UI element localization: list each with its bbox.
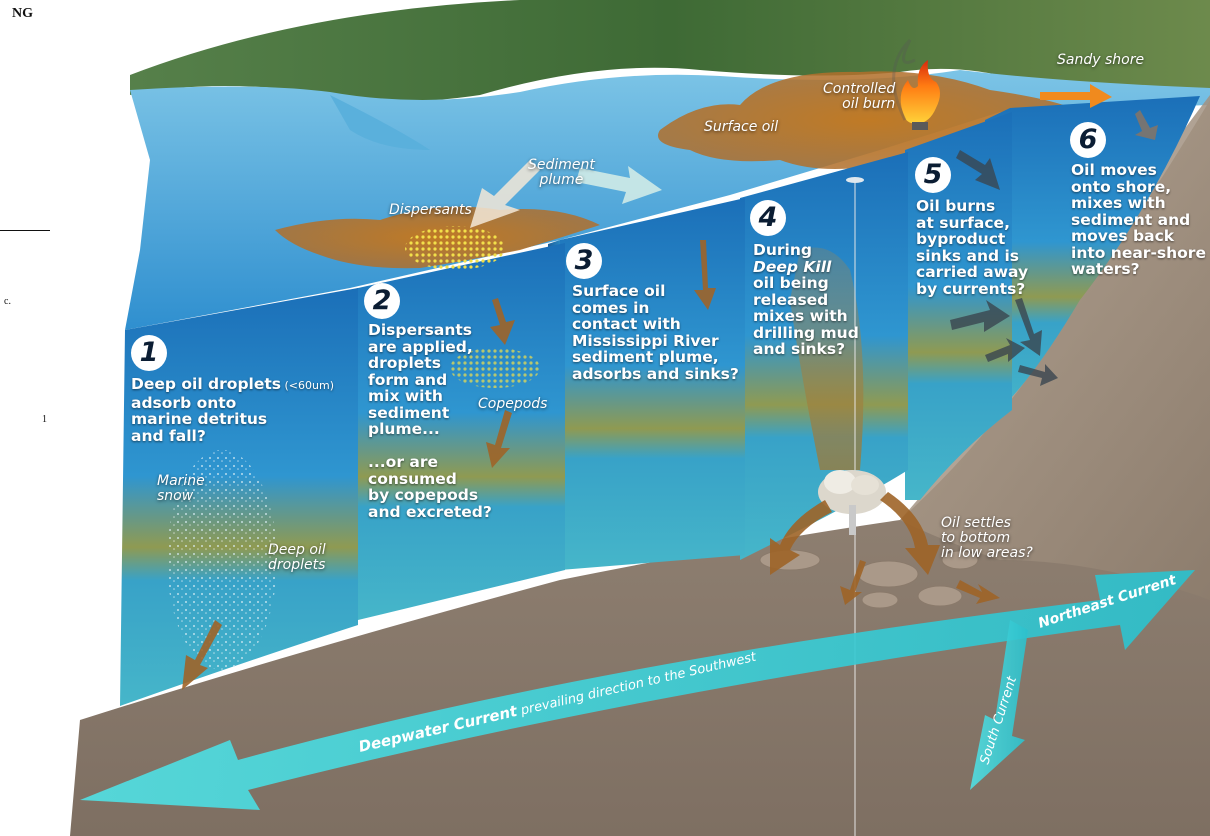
copepods-label: Copepods	[478, 396, 548, 412]
panel-1-text-main: Deep oil droplets	[131, 375, 281, 393]
dispersant-droplets	[405, 226, 505, 270]
panel-5-text: Oil burns at surface, byproduct sinks an…	[916, 197, 1029, 298]
controlled-burn-fire	[892, 38, 940, 130]
panel-4-text-post: oil being released mixes with drilling m…	[753, 274, 859, 358]
byproduct-arrows	[950, 110, 1158, 386]
sediment-plume-label: Sediment plume	[528, 157, 595, 188]
marine-snow-label: Marine snow	[157, 473, 205, 504]
margin-number: 1	[42, 414, 47, 425]
sandy-shore-label: Sandy shore	[1057, 52, 1145, 68]
panel-4-number: 4	[750, 200, 786, 236]
panel-2-text: Dispersants are applied, droplets form a…	[368, 321, 492, 521]
water-panels	[120, 96, 1200, 706]
marine-snow-particles	[167, 450, 277, 670]
oil-flow-arrows	[182, 240, 1000, 690]
panel-4-text: During Deep Kill oil being released mixe…	[753, 242, 859, 358]
panel-1-text: Deep oil droplets (<60um) adsorb onto ma…	[131, 376, 334, 444]
deep-oil-plume	[790, 247, 864, 470]
ship	[846, 177, 864, 183]
panel-5-number: 5	[915, 157, 951, 193]
deepwater-current-arrow	[80, 570, 1195, 810]
controlled-burn-label: Controlled oil burn	[823, 81, 896, 112]
sediment-plume-arrow-right	[576, 166, 662, 204]
dispersants-label: Dispersants	[389, 202, 472, 218]
panel-6-number: 6	[1070, 122, 1106, 158]
margin-rule	[0, 230, 50, 231]
sediment-plume-arrow-left	[470, 160, 540, 228]
panel-4-text-em: Deep Kill	[753, 257, 832, 276]
surface-oil-slick	[658, 71, 1080, 169]
panel-3-text: Surface oil comes in contact with Missis…	[572, 282, 739, 383]
panel-3-number: 3	[566, 243, 602, 279]
deep-oil-droplets-label: Deep oil droplets	[268, 542, 326, 573]
surface-oil-label: Surface oil	[704, 119, 779, 135]
panel-6-text: Oil moves onto shore, mixes with sedimen…	[1071, 161, 1206, 278]
panel-1-text-rest: adsorb onto marine detritus and fall?	[131, 393, 268, 445]
panel-1-number: 1	[131, 335, 167, 371]
panel-2-number: 2	[364, 283, 400, 319]
bay-water	[330, 95, 430, 150]
shore-arrow	[1040, 84, 1112, 108]
margin-heading: NG	[12, 6, 33, 21]
coastline-land	[130, 0, 1210, 102]
copepod-cluster	[450, 348, 540, 388]
wellhead-eruption	[818, 470, 886, 535]
panel-1-text-small: (<60um)	[281, 379, 334, 392]
south-current-arrow	[970, 620, 1028, 790]
panel-4-text-pre: During	[753, 241, 812, 259]
margin-fragment: c.	[4, 296, 11, 307]
oil-settles-label: Oil settles to bottom in low areas?	[941, 515, 1033, 561]
